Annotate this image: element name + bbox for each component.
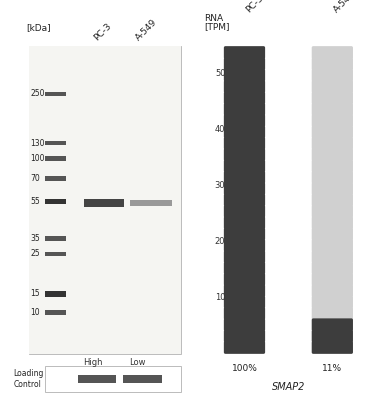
Text: 130: 130 xyxy=(31,138,45,148)
FancyBboxPatch shape xyxy=(224,239,265,252)
FancyBboxPatch shape xyxy=(224,284,265,297)
FancyBboxPatch shape xyxy=(224,58,265,70)
FancyBboxPatch shape xyxy=(84,199,124,207)
FancyBboxPatch shape xyxy=(312,216,353,229)
FancyBboxPatch shape xyxy=(224,194,265,206)
Text: High: High xyxy=(83,358,102,367)
FancyBboxPatch shape xyxy=(130,200,172,206)
FancyBboxPatch shape xyxy=(78,375,116,383)
FancyBboxPatch shape xyxy=(224,148,265,161)
Text: 100%: 100% xyxy=(231,364,257,373)
FancyBboxPatch shape xyxy=(312,80,353,93)
FancyBboxPatch shape xyxy=(224,69,265,82)
FancyBboxPatch shape xyxy=(312,92,353,104)
FancyBboxPatch shape xyxy=(224,250,265,263)
Text: Low: Low xyxy=(129,358,146,367)
FancyBboxPatch shape xyxy=(45,252,66,256)
FancyBboxPatch shape xyxy=(312,137,353,150)
FancyBboxPatch shape xyxy=(224,318,265,331)
FancyBboxPatch shape xyxy=(224,126,265,138)
FancyBboxPatch shape xyxy=(312,318,353,331)
Text: Loading
Control: Loading Control xyxy=(13,369,43,389)
Text: PC-3: PC-3 xyxy=(244,0,265,14)
Text: 15: 15 xyxy=(31,290,40,298)
Text: 70: 70 xyxy=(31,174,40,183)
Text: 40: 40 xyxy=(215,126,225,134)
FancyBboxPatch shape xyxy=(224,273,265,286)
FancyBboxPatch shape xyxy=(312,69,353,82)
FancyBboxPatch shape xyxy=(312,194,353,206)
Text: [kDa]: [kDa] xyxy=(27,23,51,32)
FancyBboxPatch shape xyxy=(224,80,265,93)
Text: PC-3: PC-3 xyxy=(92,22,113,43)
FancyBboxPatch shape xyxy=(312,228,353,240)
Text: 35: 35 xyxy=(31,234,40,243)
FancyBboxPatch shape xyxy=(224,296,265,308)
FancyBboxPatch shape xyxy=(224,341,265,354)
Text: 20: 20 xyxy=(215,238,225,246)
Text: A-549: A-549 xyxy=(134,18,159,43)
FancyBboxPatch shape xyxy=(312,126,353,138)
Text: 50: 50 xyxy=(215,70,225,78)
FancyBboxPatch shape xyxy=(312,273,353,286)
FancyBboxPatch shape xyxy=(312,114,353,127)
FancyBboxPatch shape xyxy=(224,46,265,59)
Text: A-549: A-549 xyxy=(332,0,357,14)
FancyBboxPatch shape xyxy=(312,58,353,70)
FancyBboxPatch shape xyxy=(224,160,265,172)
FancyBboxPatch shape xyxy=(45,291,66,296)
FancyBboxPatch shape xyxy=(312,205,353,218)
FancyBboxPatch shape xyxy=(312,103,353,116)
FancyBboxPatch shape xyxy=(45,141,66,145)
Text: 10: 10 xyxy=(31,308,40,317)
FancyBboxPatch shape xyxy=(312,341,353,354)
FancyBboxPatch shape xyxy=(312,296,353,308)
Text: 55: 55 xyxy=(31,197,40,206)
FancyBboxPatch shape xyxy=(224,330,265,342)
FancyBboxPatch shape xyxy=(312,262,353,274)
FancyBboxPatch shape xyxy=(45,236,66,241)
FancyBboxPatch shape xyxy=(45,366,181,392)
FancyBboxPatch shape xyxy=(45,92,66,96)
FancyBboxPatch shape xyxy=(224,92,265,104)
Text: 100: 100 xyxy=(31,154,45,163)
FancyBboxPatch shape xyxy=(224,103,265,116)
Text: SMAP2: SMAP2 xyxy=(272,382,305,392)
FancyBboxPatch shape xyxy=(312,160,353,172)
FancyBboxPatch shape xyxy=(29,46,181,354)
FancyBboxPatch shape xyxy=(312,239,353,252)
FancyBboxPatch shape xyxy=(224,182,265,195)
FancyBboxPatch shape xyxy=(45,199,66,204)
Text: [TPM]: [TPM] xyxy=(204,22,230,31)
Text: 10: 10 xyxy=(215,294,225,302)
FancyBboxPatch shape xyxy=(224,216,265,229)
Text: 30: 30 xyxy=(215,182,225,190)
Text: RNA: RNA xyxy=(204,14,223,23)
FancyBboxPatch shape xyxy=(45,156,66,161)
FancyBboxPatch shape xyxy=(312,330,353,342)
FancyBboxPatch shape xyxy=(312,284,353,297)
Text: 11%: 11% xyxy=(322,364,342,373)
FancyBboxPatch shape xyxy=(312,148,353,161)
FancyBboxPatch shape xyxy=(224,114,265,127)
FancyBboxPatch shape xyxy=(312,182,353,195)
FancyBboxPatch shape xyxy=(312,250,353,263)
FancyBboxPatch shape xyxy=(312,307,353,320)
FancyBboxPatch shape xyxy=(224,262,265,274)
FancyBboxPatch shape xyxy=(224,307,265,320)
FancyBboxPatch shape xyxy=(224,205,265,218)
Text: 250: 250 xyxy=(31,89,45,98)
FancyBboxPatch shape xyxy=(45,310,66,315)
FancyBboxPatch shape xyxy=(224,137,265,150)
Text: 25: 25 xyxy=(31,250,40,258)
FancyBboxPatch shape xyxy=(45,176,66,181)
FancyBboxPatch shape xyxy=(123,375,162,383)
FancyBboxPatch shape xyxy=(312,46,353,59)
FancyBboxPatch shape xyxy=(312,171,353,184)
FancyBboxPatch shape xyxy=(29,46,181,354)
FancyBboxPatch shape xyxy=(224,171,265,184)
FancyBboxPatch shape xyxy=(224,228,265,240)
